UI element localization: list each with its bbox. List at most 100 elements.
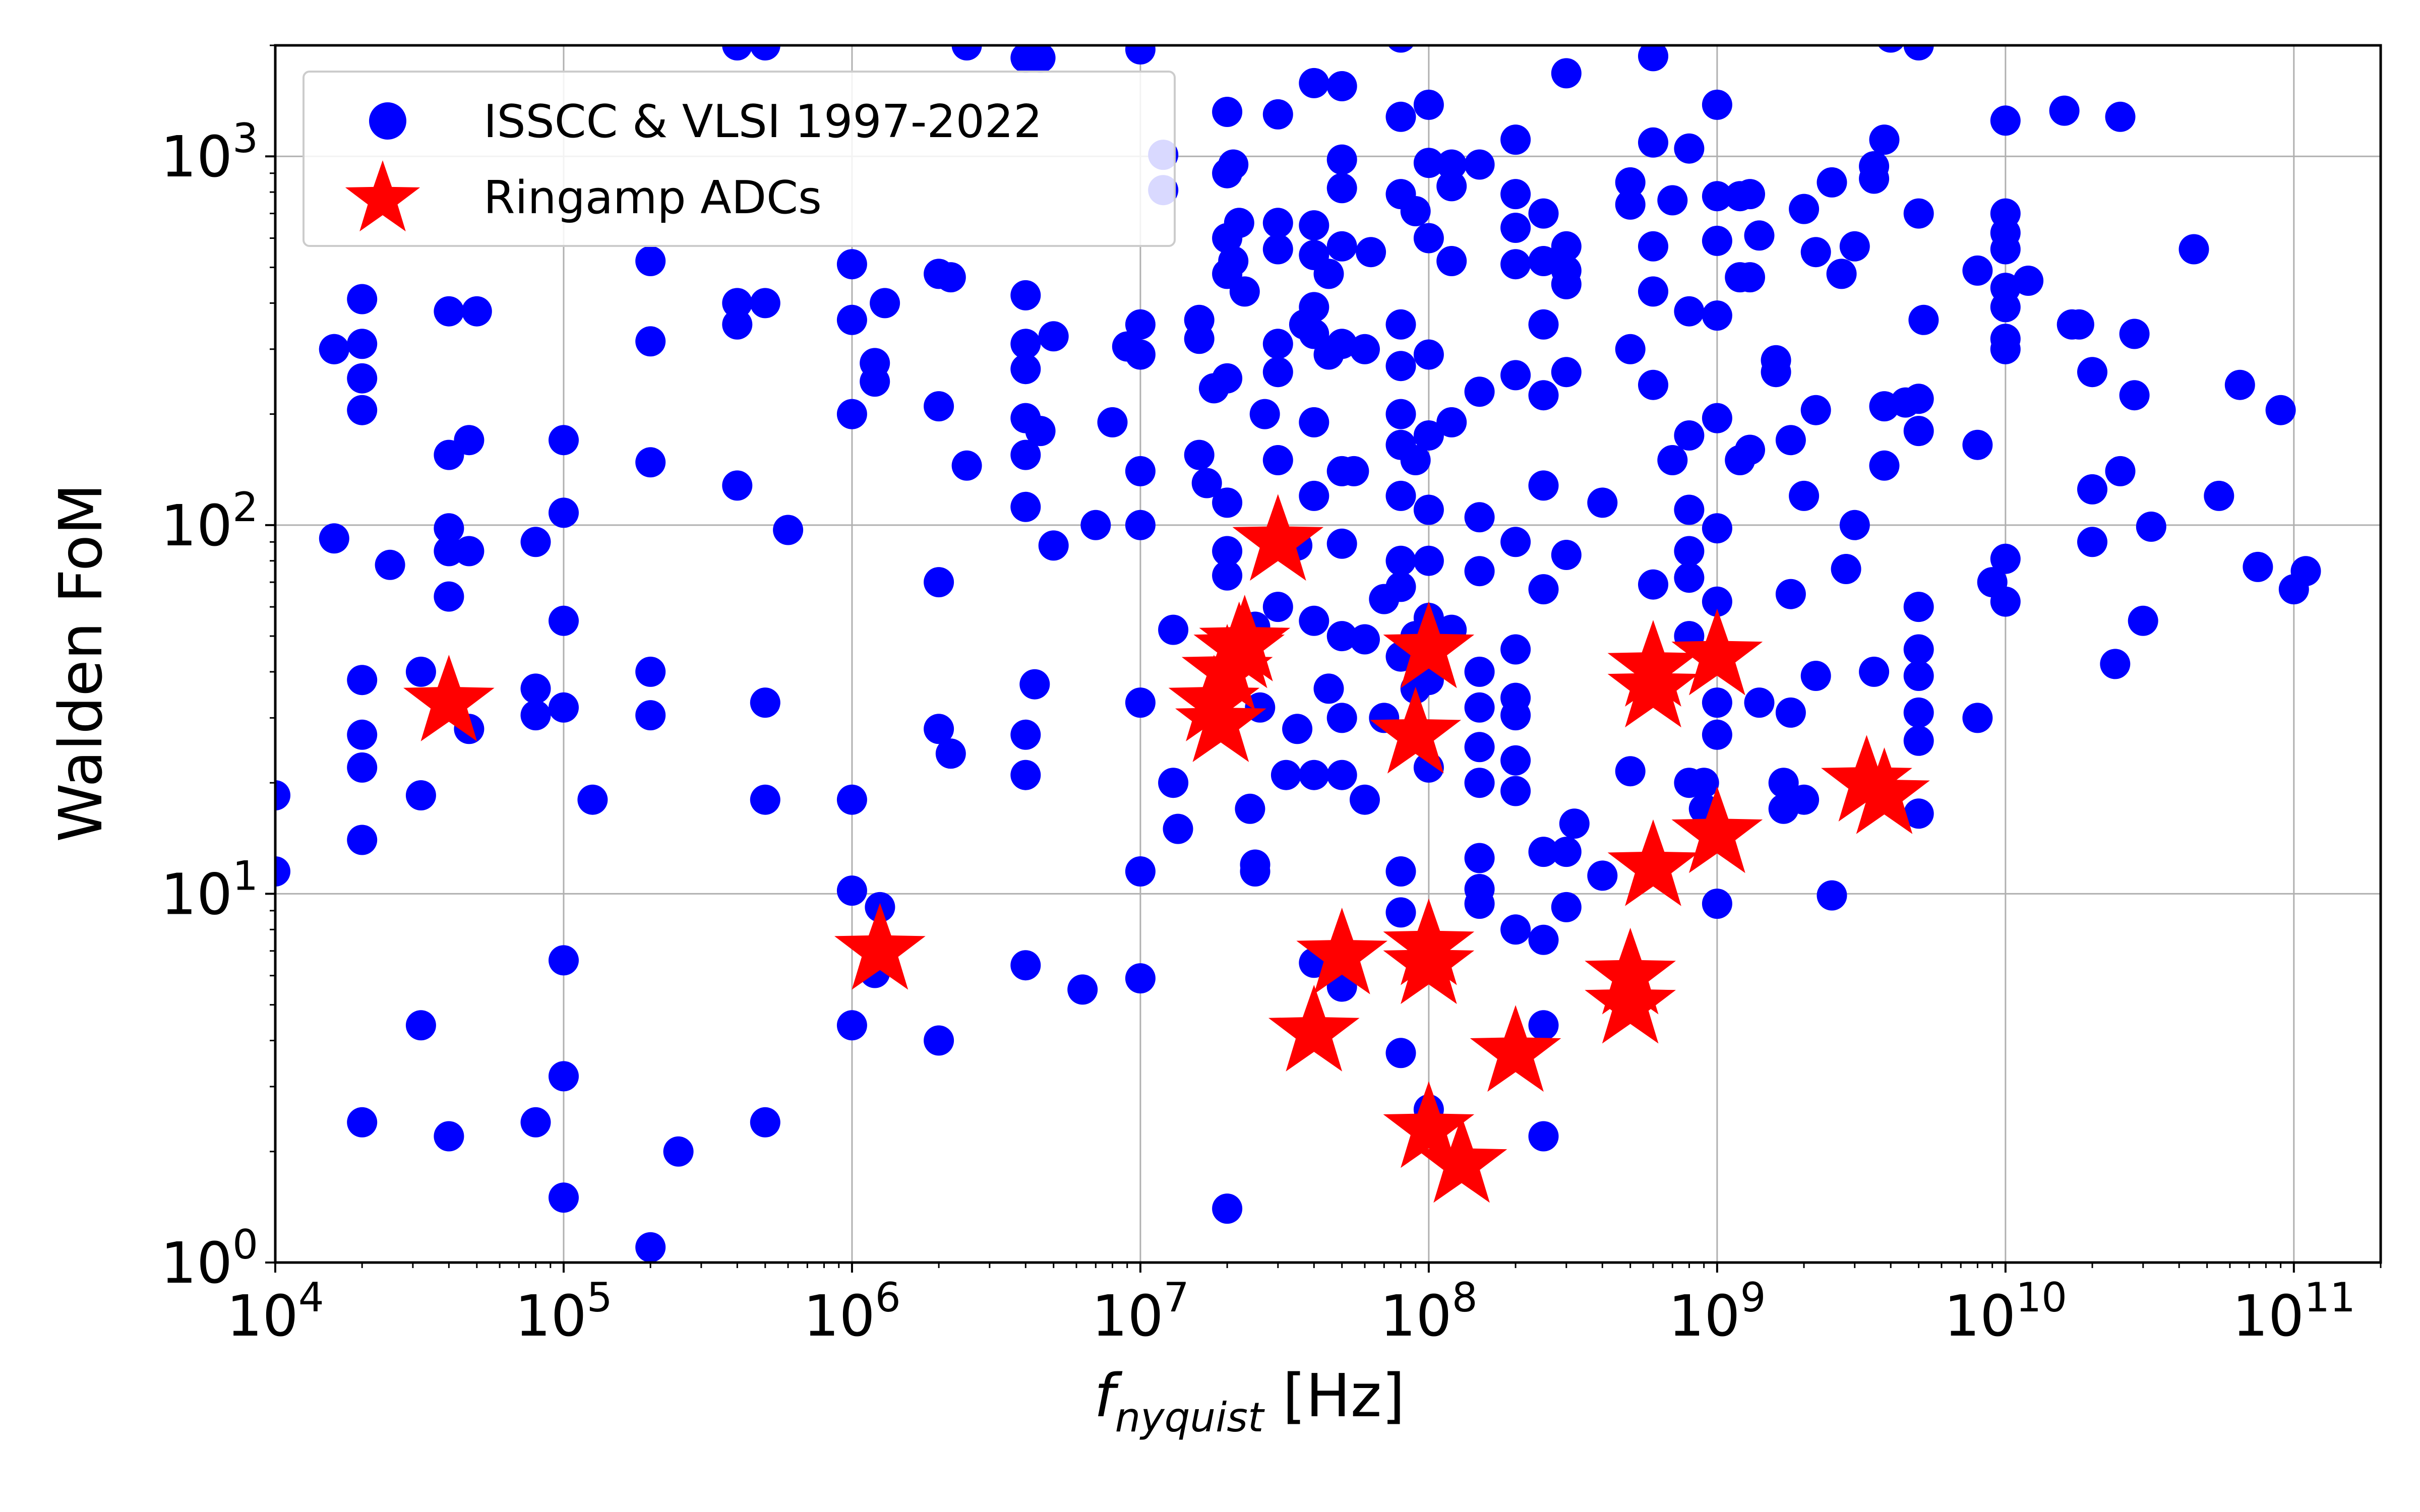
data-point-issc — [1019, 669, 1050, 700]
data-point-issc — [1299, 480, 1329, 511]
data-point-issc — [1464, 149, 1495, 180]
data-point-issc — [1313, 673, 1344, 704]
data-point-issc — [1125, 45, 1156, 65]
data-point-issc — [1674, 296, 1705, 327]
data-point-issc — [520, 1107, 551, 1138]
data-point-issc — [722, 45, 753, 60]
data-point-issc — [1559, 808, 1590, 839]
data-point-issc — [1789, 194, 1820, 224]
data-point-issc — [1326, 231, 1357, 262]
data-point-issc — [1262, 329, 1293, 359]
data-point-issc — [1702, 889, 1732, 919]
data-point-issc — [1010, 719, 1041, 750]
data-point-issc — [1674, 536, 1705, 566]
data-point-issc — [635, 1232, 666, 1263]
data-point-issc — [1038, 321, 1069, 352]
data-point-issc — [1010, 439, 1041, 470]
legend: ISSCC & VLSI 1997-2022 Ringamp ADCs — [302, 71, 1176, 247]
data-point-issc — [1775, 425, 1806, 456]
data-point-issc — [1038, 530, 1069, 561]
data-point-issc — [2243, 551, 2273, 582]
data-point-issc — [635, 447, 666, 478]
data-point-issc — [1262, 99, 1293, 130]
data-point-issc — [750, 784, 780, 815]
x-tick-label: 108 — [1380, 1274, 1477, 1349]
data-point-issc — [1465, 15, 1495, 45]
data-point-issc — [319, 334, 349, 364]
data-point-issc — [1413, 420, 1444, 451]
data-point-issc — [1789, 480, 1820, 511]
data-point-issc — [1313, 259, 1344, 289]
data-point-issc — [2128, 605, 2158, 636]
data-point-ringamp — [1671, 608, 1763, 696]
data-point-issc — [549, 1061, 579, 1092]
data-point-issc — [1903, 634, 1934, 665]
data-point-issc — [1184, 439, 1215, 470]
data-point-issc — [1528, 837, 1559, 867]
data-point-issc — [1528, 246, 1559, 276]
data-point-issc — [1097, 407, 1128, 437]
data-point-issc — [2077, 357, 2107, 388]
data-point-issc — [2224, 369, 2255, 400]
data-point-issc — [1385, 572, 1416, 602]
data-point-issc — [1826, 259, 1857, 289]
data-point-issc — [1356, 237, 1386, 268]
data-point-issc — [347, 719, 378, 750]
data-point-issc — [1464, 843, 1495, 873]
data-point-issc — [375, 549, 405, 580]
data-point-issc — [836, 304, 867, 335]
data-point-issc — [1125, 856, 1156, 887]
x-axis-label-subscript: nyquist — [1115, 1394, 1264, 1441]
data-point-ringamp — [403, 655, 495, 741]
data-point-issc — [1387, 45, 1414, 53]
data-point-issc — [1212, 487, 1243, 518]
data-point-issc — [1010, 280, 1041, 310]
data-point-issc — [1212, 560, 1243, 591]
data-point-issc — [1158, 768, 1189, 798]
data-point-issc — [1990, 586, 2021, 617]
data-point-issc — [347, 1107, 378, 1138]
data-point-issc — [2179, 234, 2209, 265]
data-point-issc — [1326, 71, 1357, 101]
data-point-issc — [1903, 416, 1934, 447]
data-point-issc — [1551, 58, 1582, 89]
data-point-issc — [1500, 776, 1531, 806]
x-tick-label: 1010 — [1944, 1274, 2067, 1349]
data-point-issc — [935, 738, 966, 769]
data-point-issc — [2290, 556, 2321, 587]
data-point-issc — [1638, 231, 1668, 262]
data-point-issc — [549, 1182, 579, 1213]
data-point-ringamp — [1383, 1081, 1475, 1168]
data-point-issc — [1500, 700, 1531, 731]
data-point-issc — [1528, 380, 1559, 411]
data-point-issc — [520, 527, 551, 557]
data-point-issc — [935, 262, 966, 293]
data-point-ringamp — [1821, 735, 1912, 822]
data-point-issc — [1657, 185, 1688, 216]
data-point-ringamp — [1607, 819, 1699, 906]
data-point-issc — [347, 363, 378, 394]
data-point-issc — [549, 425, 579, 456]
data-point-issc — [1125, 339, 1156, 370]
data-point-issc — [1528, 1121, 1559, 1152]
data-point-issc — [2013, 266, 2044, 296]
data-point-issc — [1500, 634, 1531, 665]
data-point-issc — [1500, 179, 1531, 210]
x-axis-label-symbol: f — [1094, 1361, 1115, 1430]
data-point-issc — [1500, 213, 1531, 243]
data-point-issc — [1551, 540, 1582, 570]
data-point-issc — [1464, 889, 1495, 919]
data-point-issc — [924, 567, 954, 598]
data-point-issc — [635, 700, 666, 731]
data-point-ringamp — [834, 903, 926, 990]
data-point-ringamp — [1383, 917, 1475, 1004]
data-point-issc — [1528, 470, 1559, 501]
data-point-issc — [1158, 614, 1189, 645]
data-point-issc — [722, 309, 753, 340]
data-point-issc — [1839, 231, 1870, 262]
data-point-issc — [1775, 697, 1806, 728]
data-point-issc — [1528, 198, 1559, 229]
data-point-issc — [1413, 148, 1444, 178]
data-point-issc — [405, 1010, 436, 1041]
y-tick-label: 102 — [161, 484, 258, 559]
